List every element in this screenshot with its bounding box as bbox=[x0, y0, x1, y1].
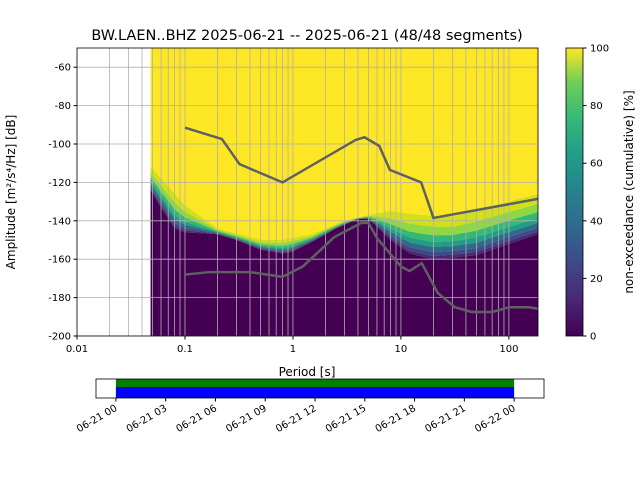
timeline-tick-label: 06-21 15 bbox=[324, 403, 368, 435]
timeline-tick-label: 06-21 00 bbox=[75, 403, 119, 435]
y-axis-label: Amplitude [m²/s⁴/Hz] [dB] bbox=[4, 115, 18, 270]
series-line-nhnm bbox=[184, 126, 538, 220]
colorbar-tick-label: 100 bbox=[590, 44, 609, 55]
colorbar-tick-label: 60 bbox=[590, 159, 603, 170]
x-tick-label: 100 bbox=[499, 344, 518, 355]
colorbar-tick-label: 40 bbox=[590, 216, 603, 227]
y-tick-label: -120 bbox=[48, 178, 71, 189]
timeline-tick-label: 06-21 21 bbox=[423, 403, 467, 435]
timeline-frame bbox=[95, 378, 545, 399]
y-tick-label: -200 bbox=[48, 332, 71, 343]
timeline-tick-label: 06-21 09 bbox=[224, 403, 268, 435]
x-tick-label: 0.1 bbox=[177, 344, 193, 355]
colorbar-tick-label: 80 bbox=[590, 101, 603, 112]
timeline-tick-label: 06-22 00 bbox=[473, 403, 517, 435]
chart-title: BW.LAEN..BHZ 2025-06-21 -- 2025-06-21 (4… bbox=[91, 28, 522, 44]
y-tick-label: -100 bbox=[48, 140, 71, 151]
timeline-segments-bar bbox=[115, 379, 515, 387]
ppsd-band-1 bbox=[150, 172, 538, 246]
colorbar bbox=[565, 47, 584, 337]
timeline-tick-label: 06-21 12 bbox=[274, 403, 318, 435]
x-tick-label: 1 bbox=[290, 344, 296, 355]
timeline-data-bar bbox=[115, 387, 515, 398]
timeline-tick-label: 06-21 03 bbox=[125, 403, 169, 435]
x-tick-label: 0.01 bbox=[66, 344, 88, 355]
plot-frame bbox=[76, 47, 539, 337]
x-axis-label: Period [s] bbox=[279, 365, 336, 379]
colorbar-label: non-exceedance (cumulative) [%] bbox=[622, 90, 636, 293]
timeline-tick-label: 06-21 18 bbox=[374, 403, 418, 435]
y-tick-label: -60 bbox=[55, 63, 71, 74]
y-tick-label: -160 bbox=[48, 255, 71, 266]
timeline-tick-label: 06-21 06 bbox=[175, 403, 219, 435]
y-tick-label: -180 bbox=[48, 293, 71, 304]
y-tick-label: -140 bbox=[48, 216, 71, 227]
colorbar-tick-label: 20 bbox=[590, 274, 603, 285]
x-tick-label: 10 bbox=[395, 344, 408, 355]
ppsd-band-0 bbox=[150, 167, 538, 244]
y-tick-label: -80 bbox=[55, 101, 71, 112]
colorbar-tick-label: 0 bbox=[590, 332, 596, 343]
series-line-nlnm bbox=[184, 221, 538, 314]
